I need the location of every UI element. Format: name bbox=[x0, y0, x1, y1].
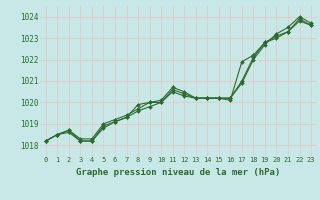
X-axis label: Graphe pression niveau de la mer (hPa): Graphe pression niveau de la mer (hPa) bbox=[76, 168, 281, 177]
